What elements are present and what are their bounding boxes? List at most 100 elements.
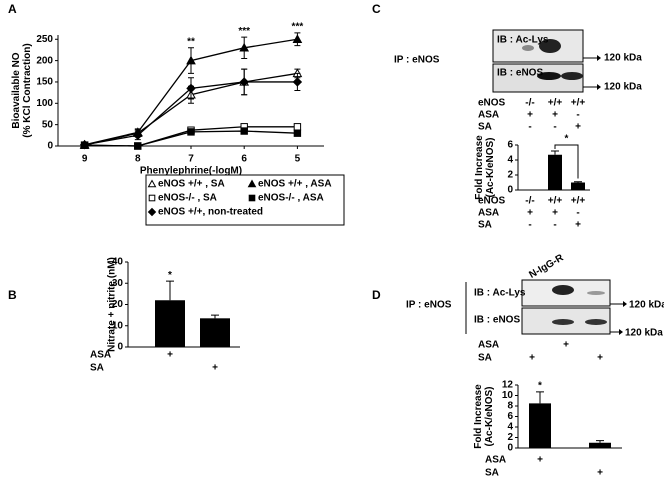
treatment-mark: +: [212, 363, 218, 374]
ib-label: IB : Ac-Lys: [474, 288, 526, 299]
marker: [292, 77, 303, 87]
treatment-mark: -: [528, 220, 531, 231]
blot-band: [522, 45, 534, 51]
y-tick-label: 4: [507, 422, 513, 433]
treatment-mark: -/-: [525, 98, 534, 109]
legend-label: eNOS +/+ , ASA: [258, 179, 332, 190]
blot-band: [561, 72, 583, 80]
treatment-label: ASA: [478, 208, 499, 219]
y-tick-label: 12: [502, 380, 514, 391]
panel-label: C: [372, 2, 381, 16]
treatment-label: SA: [478, 220, 492, 231]
x-axis-label: Phenylephrine(-logM): [140, 166, 242, 177]
treatment-mark: +: [529, 353, 535, 364]
x-tick-label: 9: [82, 154, 88, 165]
legend-label: eNOS +/+, non-treated: [158, 207, 263, 218]
y-tick-label: 20: [112, 299, 124, 310]
legend-marker: [247, 179, 257, 188]
marker: [239, 42, 250, 52]
y-tick-label: 50: [42, 119, 54, 130]
treatment-label: ASA: [90, 350, 111, 361]
bar: [589, 442, 611, 448]
treatment-mark: +: [527, 110, 533, 121]
y-axis-label: Nitrate + nitrite (nM): [107, 257, 118, 352]
treatment-mark: +/+: [571, 98, 586, 109]
arrow-head: [619, 329, 623, 335]
treatment-mark: -: [576, 208, 579, 219]
bar: [200, 318, 230, 347]
treatment-mark: +: [575, 220, 581, 231]
error-bar: [536, 391, 544, 404]
y-tick-label: 6: [507, 411, 513, 422]
arrow-head: [597, 55, 601, 61]
marker: [187, 128, 195, 136]
treatment-mark: -: [576, 110, 579, 121]
size-label: 120 kDa: [604, 53, 642, 64]
size-label: 120 kDa: [629, 300, 664, 311]
x-tick-label: 8: [135, 154, 141, 165]
error-bar: [166, 280, 174, 301]
treatment-label: ASA: [478, 340, 499, 351]
treatment-mark: +: [597, 468, 603, 479]
arrow-head: [597, 84, 601, 90]
treatment-mark: +: [597, 353, 603, 364]
legend-frame: [145, 174, 345, 226]
treatment-label: ASA: [478, 110, 499, 121]
error-bar: [211, 314, 219, 319]
annotation: ***: [292, 22, 304, 33]
blot-band: [552, 319, 574, 325]
lane-header: N-IgG-R: [527, 252, 566, 281]
x-tick-label: 5: [295, 154, 301, 165]
legend-label: eNOS-/- , SA: [158, 193, 217, 204]
ip-label: IP : eNOS: [406, 300, 452, 311]
y-axis-label: Fold Increase: [473, 384, 484, 449]
y-tick-label: 8: [507, 401, 513, 412]
blot-band: [539, 39, 561, 53]
y-tick-label: 200: [36, 55, 53, 66]
treatment-label: eNOS: [478, 98, 506, 109]
size-label: 120 kDa: [625, 328, 663, 339]
marker: [292, 34, 303, 43]
error-bar: [596, 440, 604, 443]
blot-frame: [492, 29, 584, 63]
annotation: *: [565, 134, 569, 145]
treatment-label: ASA: [485, 455, 506, 466]
treatment-mark: +: [575, 122, 581, 133]
legend-label: eNOS-/- , ASA: [258, 193, 324, 204]
treatment-mark: +: [527, 208, 533, 219]
legend-marker: [248, 194, 256, 202]
ip-label: IP : eNOS: [394, 55, 440, 66]
blot-band: [537, 72, 561, 80]
treatment-mark: -: [553, 220, 556, 231]
y-tick-label: 250: [36, 34, 53, 45]
y-axis-label: Fold Increase: [474, 135, 485, 200]
marker: [133, 130, 143, 141]
marker: [293, 123, 302, 131]
treatment-mark: +: [552, 110, 558, 121]
y-axis-label: (Ac-K/eNOS): [484, 386, 495, 446]
bar: [155, 300, 185, 347]
bar: [529, 403, 551, 448]
panel-label: A: [8, 2, 17, 16]
error-bar: [574, 181, 582, 183]
y-axis-label: (% KCl Contraction): [22, 43, 33, 137]
panel-label: D: [372, 288, 381, 302]
blot-band: [585, 319, 607, 325]
x-tick-label: 7: [188, 154, 194, 165]
error-bar: [551, 150, 559, 155]
y-axis-label: Bioavailable NO: [11, 52, 22, 128]
y-tick-label: 10: [502, 390, 514, 401]
marker: [134, 142, 142, 150]
blot-c: IB : Ac-Lys IB : eNOS 120 kDa 120 kDa IP…: [394, 29, 642, 93]
y-tick-label: 2: [507, 170, 513, 181]
annotation: *: [538, 380, 542, 391]
treatment-mark: +/+: [548, 196, 563, 207]
y-tick-label: 0: [117, 342, 123, 353]
treatment-mark: +: [552, 208, 558, 219]
treatment-label: SA: [478, 122, 492, 133]
y-tick-label: 0: [507, 185, 513, 196]
y-tick-label: 0: [47, 141, 53, 152]
treatment-label: SA: [485, 468, 499, 479]
y-tick-label: 150: [36, 77, 53, 88]
